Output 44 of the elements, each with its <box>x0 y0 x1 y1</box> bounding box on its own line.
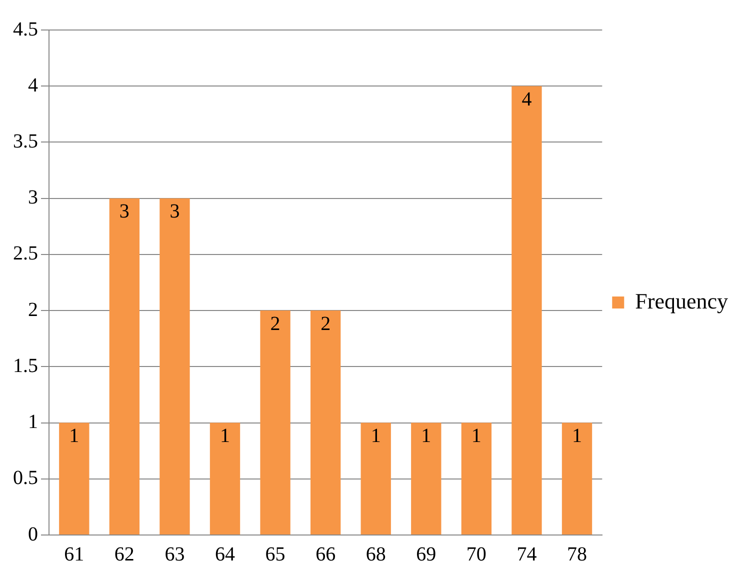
bar <box>160 198 190 534</box>
x-tick-label: 64 <box>215 543 235 566</box>
bar <box>310 310 341 534</box>
data-label: 1 <box>471 425 482 448</box>
data-label: 1 <box>69 425 80 448</box>
data-label: 1 <box>572 425 582 448</box>
y-tick-label: 4 <box>28 74 38 96</box>
data-label: 1 <box>421 425 432 448</box>
data-label: 2 <box>320 312 331 335</box>
bar <box>260 310 290 534</box>
y-tick-label: 2.5 <box>13 242 38 265</box>
data-label: 2 <box>270 312 280 335</box>
y-tick-label: 0 <box>28 523 38 546</box>
y-tick-label: 2 <box>28 298 38 321</box>
bar <box>59 422 90 534</box>
x-tick-label: 69 <box>416 543 436 566</box>
bar <box>210 422 240 534</box>
x-tick-label: 78 <box>567 543 587 566</box>
data-label: 1 <box>220 425 230 448</box>
x-tick-label: 66 <box>316 543 336 566</box>
data-label: 4 <box>522 88 532 110</box>
x-tick-label: 62 <box>114 543 134 566</box>
data-label: 3 <box>170 200 180 223</box>
data-label: 1 <box>370 425 381 448</box>
x-tick-label: 63 <box>164 543 185 566</box>
y-tick-label: 4.5 <box>13 18 38 40</box>
y-tick-label: 1 <box>28 411 38 434</box>
bar <box>360 422 391 534</box>
bar <box>562 422 592 534</box>
bar <box>512 86 542 534</box>
y-tick-label: 3 <box>28 186 38 209</box>
x-tick-label: 74 <box>516 543 537 566</box>
x-tick-label: 61 <box>64 543 84 566</box>
x-tick-label: 65 <box>265 543 286 566</box>
y-tick-label: 1.5 <box>13 354 38 377</box>
bar <box>411 422 442 534</box>
y-tick-label: 3.5 <box>13 130 38 152</box>
x-tick-label: 70 <box>466 543 486 566</box>
bar <box>109 198 140 534</box>
x-tick-label: 68 <box>366 543 386 566</box>
y-tick-label: 0.5 <box>13 467 38 490</box>
bar <box>461 422 492 534</box>
data-label: 3 <box>119 200 130 223</box>
legend-label: Frequency <box>635 288 728 314</box>
